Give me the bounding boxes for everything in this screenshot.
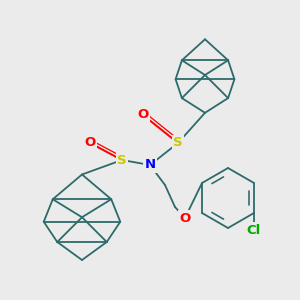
Text: N: N <box>144 158 156 172</box>
Text: S: S <box>117 154 127 166</box>
Text: S: S <box>173 136 183 149</box>
Text: O: O <box>137 109 148 122</box>
Text: O: O <box>84 136 96 149</box>
Text: O: O <box>179 212 191 224</box>
Text: Cl: Cl <box>247 224 261 236</box>
